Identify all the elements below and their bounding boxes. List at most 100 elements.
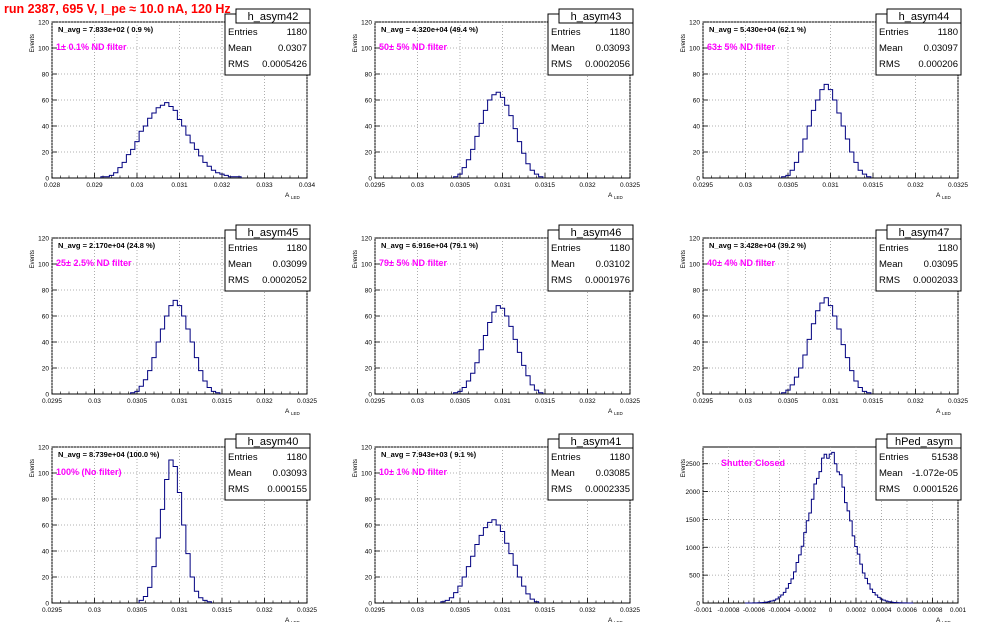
stats-title: h_asym47 (899, 227, 950, 239)
y-tick-label: 20 (365, 575, 373, 582)
stats-box-h_asym42: h_asym42 Entries 1180 Mean 0.0307 RMS 0.000542… (224, 8, 311, 76)
x-tick-label: 0.031 (494, 607, 511, 614)
stats-box-h_asym47: h_asym47 Entries 1180 Mean 0.03095 RMS 0.00020… (875, 224, 962, 292)
stats-title: h_asym45 (248, 227, 299, 239)
stats-label: Mean (551, 259, 575, 270)
x-tick-label: 0.0305 (778, 398, 798, 405)
filter-label: 100% (No filter) (56, 467, 122, 477)
histogram-line (745, 451, 914, 604)
y-tick-label: 100 (689, 46, 700, 53)
x-tick-label: 0.0002 (846, 607, 866, 614)
stats-box-hPed_asym: hPed_asym Entries 51538 Mean -1.072e-05 RMS 0.… (875, 433, 962, 501)
stats-box-frame (547, 438, 634, 501)
x-tick-label: 0.032 (579, 398, 596, 405)
stats-label: Mean (879, 43, 903, 54)
stats-title: h_asym41 (571, 436, 622, 448)
stats-box-frame (875, 438, 962, 501)
stats-title: h_asym46 (571, 227, 622, 239)
stats-box-h_asym43: h_asym43 Entries 1180 Mean 0.03093 RMS 0.00020… (547, 8, 634, 76)
y-tick-label: 120 (361, 20, 372, 27)
stats-value: 1180 (287, 452, 307, 463)
x-tick-label: 0.0325 (620, 398, 640, 405)
x-tick-label: 0.0325 (948, 398, 968, 405)
x-axis-label: A (285, 192, 290, 199)
stats-value: 0.03093 (273, 468, 307, 479)
x-axis-label: A (285, 408, 290, 415)
stats-value: 0.0001526 (913, 484, 958, 495)
x-tick-label: 0.03 (411, 607, 424, 614)
y-tick-label: 0 (696, 176, 700, 183)
y-tick-label: 80 (365, 497, 373, 504)
histogram-panel-h_asym44: 0.0295 0.03 0.0305 0.031 0.0315 0.032 0.0325 0 2… (681, 8, 968, 200)
x-axis-label-subscript: LED (291, 195, 301, 200)
x-axis-label: A (936, 192, 941, 199)
stats-label: RMS (228, 484, 249, 495)
stats-label: Entries (879, 27, 909, 38)
stats-box-frame (224, 438, 311, 501)
y-tick-label: 2000 (686, 489, 701, 496)
x-tick-label: 0.031 (822, 398, 839, 405)
histogram-line (453, 91, 544, 178)
y-axis-label: Events (353, 459, 359, 477)
x-tick-label: 0.0305 (450, 182, 470, 189)
x-tick-label: 0.0295 (365, 398, 385, 405)
x-tick-label: 0.0315 (863, 398, 883, 405)
stats-box-frame (547, 229, 634, 292)
y-tick-label: 0 (696, 601, 700, 608)
y-tick-label: 80 (42, 72, 50, 79)
stats-label: Mean (551, 43, 575, 54)
x-tick-label: -0.0006 (743, 607, 765, 614)
x-axis-label: A (285, 617, 290, 622)
x-axis-label-subscript: LED (942, 195, 952, 200)
x-axis-label-subscript: LED (614, 411, 624, 416)
y-tick-label: 120 (361, 445, 372, 452)
stats-title-box (235, 224, 311, 240)
stats-value: 0.03097 (924, 43, 958, 54)
x-axis-label-subscript: LED (942, 411, 952, 416)
y-tick-label: 40 (365, 549, 373, 556)
stats-label: Mean (228, 43, 252, 54)
x-axis-label-subscript: LED (291, 620, 301, 622)
x-tick-label: 0.0305 (127, 398, 147, 405)
histogram-line (453, 305, 544, 394)
n-avg-label: N_avg = 2.170e+04 (24.8 %) (58, 241, 156, 250)
run-title: run 2387, 695 V, I_pe ≈ 10.0 nA, 120 Hz (4, 2, 231, 16)
y-tick-label: 40 (365, 124, 373, 131)
y-tick-label: 80 (42, 288, 50, 295)
x-tick-label: -0.001 (694, 607, 713, 614)
stats-box-frame (224, 229, 311, 292)
filter-label: 25± 2.5% ND filter (56, 258, 132, 268)
stats-label: RMS (228, 59, 249, 70)
stats-label: RMS (879, 275, 900, 286)
filter-label: 79± 5% ND filter (379, 258, 447, 268)
stats-value: 1180 (610, 27, 630, 38)
y-tick-label: 80 (693, 72, 701, 79)
stats-title-box (886, 8, 962, 24)
stats-label: Entries (551, 452, 581, 463)
stats-title-box (558, 224, 634, 240)
y-tick-label: 0 (45, 392, 49, 399)
stats-box-h_asym44: h_asym44 Entries 1180 Mean 0.03097 RMS 0.00020… (875, 8, 962, 76)
y-tick-label: 20 (693, 150, 701, 157)
x-axis-label-subscript: LED (942, 620, 952, 622)
y-tick-label: 0 (368, 601, 372, 608)
histogram-line (100, 102, 242, 178)
y-tick-label: 20 (365, 366, 373, 373)
y-tick-label: 2500 (686, 461, 701, 468)
histogram-line (781, 297, 872, 394)
y-tick-label: 0 (45, 601, 49, 608)
stats-value: 0.0001976 (585, 275, 630, 286)
n-avg-label: N_avg = 7.833e+02 ( 0.9 %) (58, 25, 154, 34)
stats-label: RMS (551, 59, 572, 70)
histogram-panel-h_asym41: 0.0295 0.03 0.0305 0.031 0.0315 0.032 0.0325 0 2… (353, 433, 640, 622)
x-tick-label: 0.03 (411, 182, 424, 189)
x-tick-label: 0.0315 (535, 398, 555, 405)
y-axis-label: Events (681, 459, 687, 477)
stats-label: RMS (551, 275, 572, 286)
stats-title-box (558, 433, 634, 449)
y-tick-label: 60 (42, 98, 50, 105)
stats-value: 0.0002052 (262, 275, 307, 286)
stats-label: RMS (228, 275, 249, 286)
y-tick-label: 100 (361, 262, 372, 269)
